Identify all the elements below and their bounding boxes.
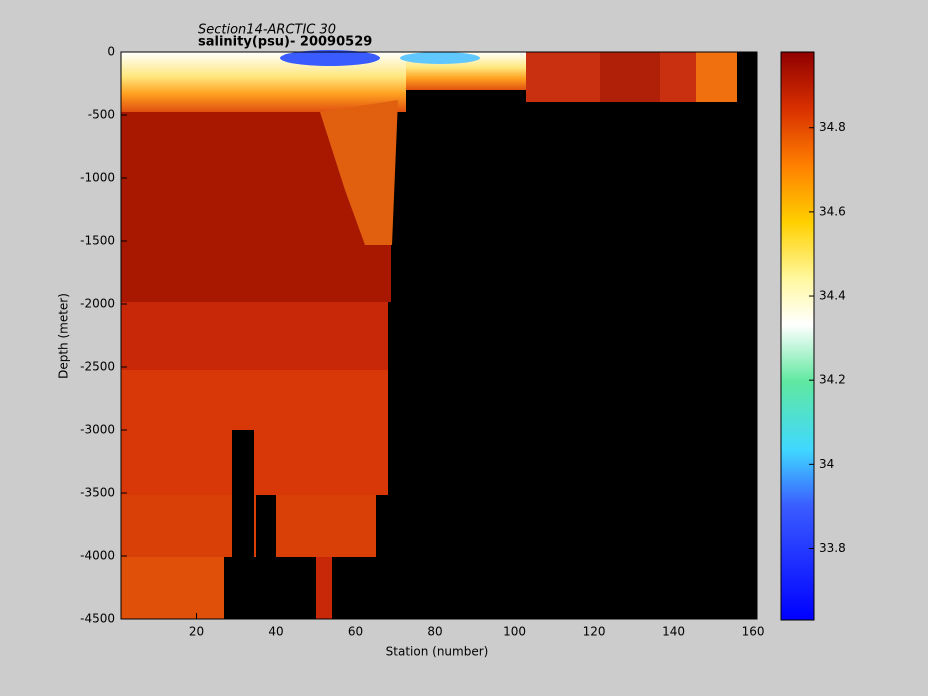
x-tick-label: 140	[662, 625, 685, 639]
colorbar-tick-label: 34.6	[819, 204, 846, 218]
axes-box	[120, 51, 758, 620]
y-tick-label: -4500	[80, 612, 115, 626]
x-tick-label: 80	[427, 625, 442, 639]
x-tick-label: 100	[503, 625, 526, 639]
y-tick-label: -4000	[80, 549, 115, 563]
chart-subtitle: salinity(psu)- 20090529	[198, 35, 372, 50]
y-tick-label: -3000	[80, 423, 115, 437]
y-tick-label: 0	[107, 45, 115, 59]
x-tick-label: 160	[742, 625, 765, 639]
colorbar-tick-label: 34.8	[819, 120, 846, 134]
colorbar-tick-label: 33.8	[819, 541, 846, 555]
x-tick-label: 120	[583, 625, 606, 639]
x-tick-label: 40	[268, 625, 283, 639]
colorbar	[780, 51, 815, 621]
x-tick-label: 60	[348, 625, 363, 639]
section-field	[121, 50, 757, 619]
y-tick-label: -2500	[80, 360, 115, 374]
colorbar-tick-label: 34.2	[819, 373, 846, 387]
colorbar-tick-label: 34.4	[819, 289, 846, 303]
y-tick-label: -2000	[80, 297, 115, 311]
chart-title: Section14-ARCTIC 30	[198, 23, 336, 38]
colorbar-tick-label: 34	[819, 457, 834, 471]
y-tick-label: -3500	[80, 486, 115, 500]
y-tick-label: -500	[88, 108, 115, 122]
y-tick-label: -1000	[80, 171, 115, 185]
y-axis-label: Depth (meter)	[57, 293, 71, 379]
x-axis-label: Station (number)	[386, 645, 489, 659]
x-tick-label: 20	[189, 625, 204, 639]
y-tick-label: -1500	[80, 234, 115, 248]
